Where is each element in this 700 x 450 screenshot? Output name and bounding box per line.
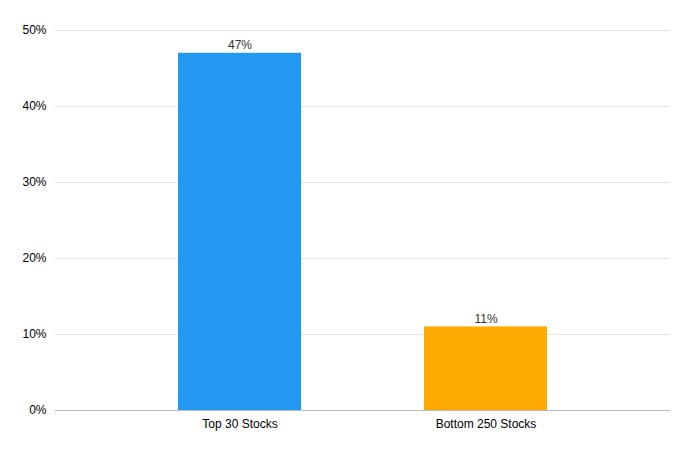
svg-text:50%: 50%	[22, 23, 46, 37]
svg-text:30%: 30%	[22, 175, 46, 189]
svg-text:11%: 11%	[474, 312, 497, 326]
svg-text:Top 30 Stocks: Top 30 Stocks	[202, 417, 277, 431]
svg-text:20%: 20%	[22, 251, 46, 265]
svg-text:Bottom 250 Stocks: Bottom 250 Stocks	[436, 417, 537, 431]
svg-text:10%: 10%	[22, 327, 46, 341]
svg-text:0%: 0%	[29, 403, 47, 417]
svg-text:47%: 47%	[228, 38, 252, 52]
svg-text:40%: 40%	[22, 99, 46, 113]
